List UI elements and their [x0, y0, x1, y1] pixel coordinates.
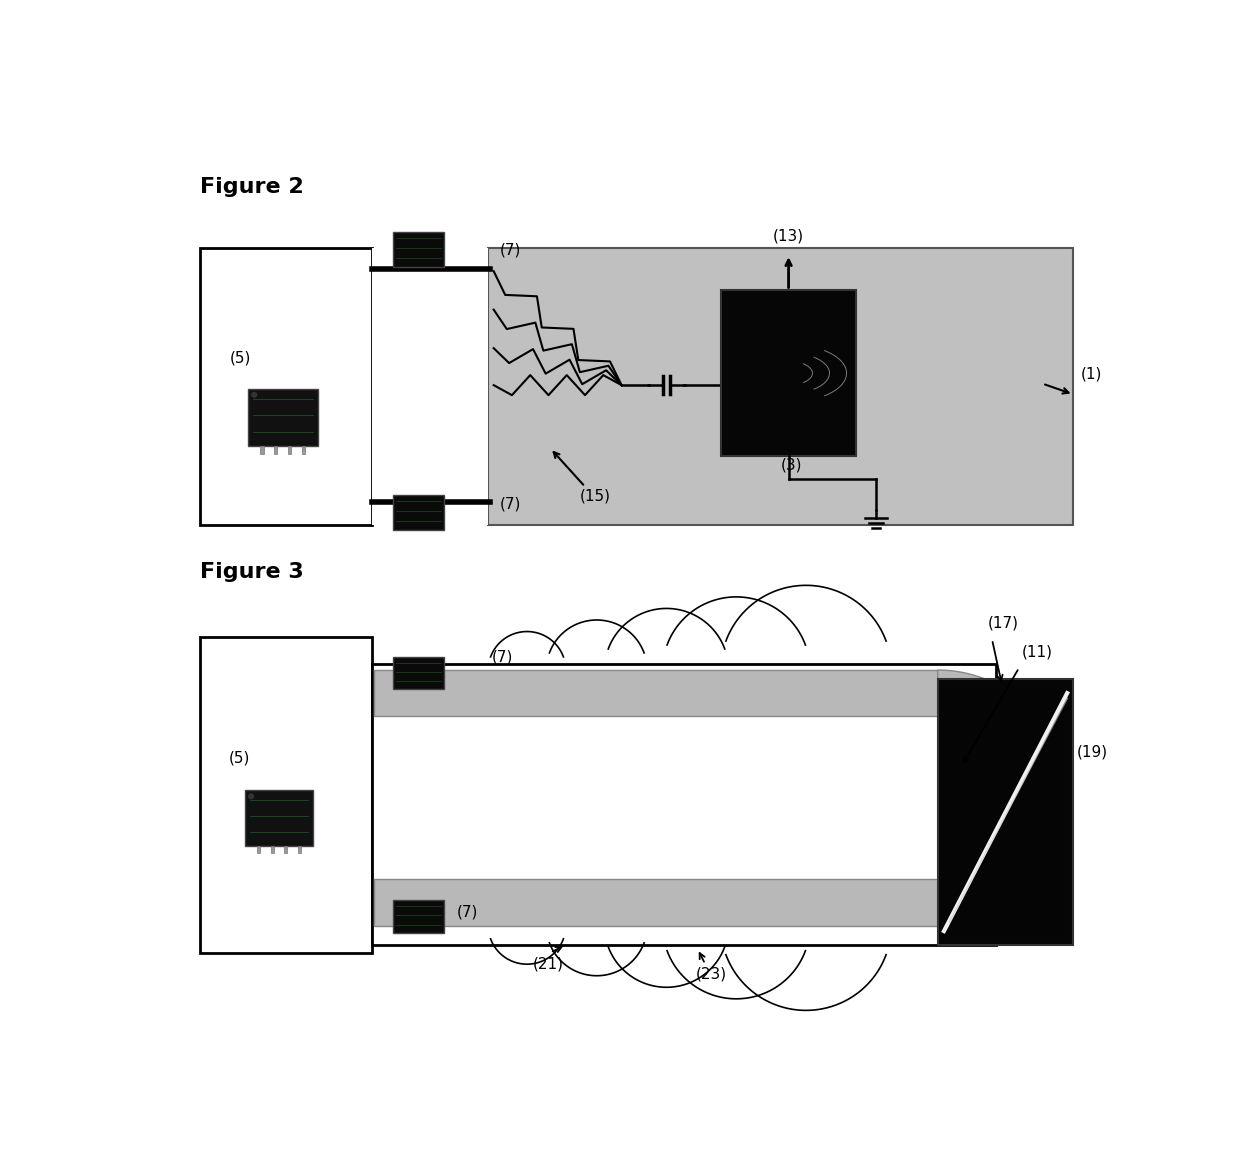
Text: (11): (11)	[1022, 644, 1053, 659]
Bar	[393, 900, 444, 933]
Bar	[303, 447, 305, 454]
Text: (7): (7)	[500, 242, 521, 257]
Circle shape	[248, 794, 254, 800]
Text: (21): (21)	[533, 956, 564, 971]
Text: (5): (5)	[231, 350, 252, 365]
Bar	[372, 664, 996, 945]
Text: (5): (5)	[228, 750, 250, 766]
Text: (7): (7)	[458, 905, 479, 920]
Text: (17): (17)	[988, 616, 1019, 631]
Text: Figure 3: Figure 3	[200, 561, 304, 582]
Bar	[200, 637, 372, 953]
Bar	[373, 879, 937, 926]
Bar	[393, 657, 444, 690]
Text: (7): (7)	[500, 497, 521, 511]
Bar	[200, 248, 372, 525]
Bar	[720, 290, 857, 456]
Bar	[489, 248, 1074, 525]
Text: (7): (7)	[492, 650, 513, 664]
Circle shape	[250, 392, 258, 397]
Bar	[274, 447, 278, 454]
Bar	[246, 790, 312, 845]
Bar	[284, 845, 288, 853]
Text: (13): (13)	[773, 228, 805, 243]
Bar	[257, 845, 260, 853]
Bar	[288, 447, 291, 454]
Text: (23): (23)	[696, 966, 727, 981]
Bar	[248, 388, 317, 447]
Text: (3): (3)	[781, 458, 802, 472]
Bar	[372, 248, 489, 525]
Text: (19): (19)	[1078, 745, 1109, 760]
Text: (1): (1)	[1081, 367, 1102, 382]
Bar	[373, 670, 937, 717]
Text: Figure 2: Figure 2	[200, 177, 304, 196]
Bar	[393, 494, 444, 530]
Bar	[393, 233, 444, 267]
Bar	[937, 679, 1074, 945]
Bar	[260, 447, 263, 454]
Polygon shape	[937, 670, 1066, 926]
Bar	[298, 845, 301, 853]
Bar	[270, 845, 274, 853]
Text: (15): (15)	[580, 489, 611, 504]
